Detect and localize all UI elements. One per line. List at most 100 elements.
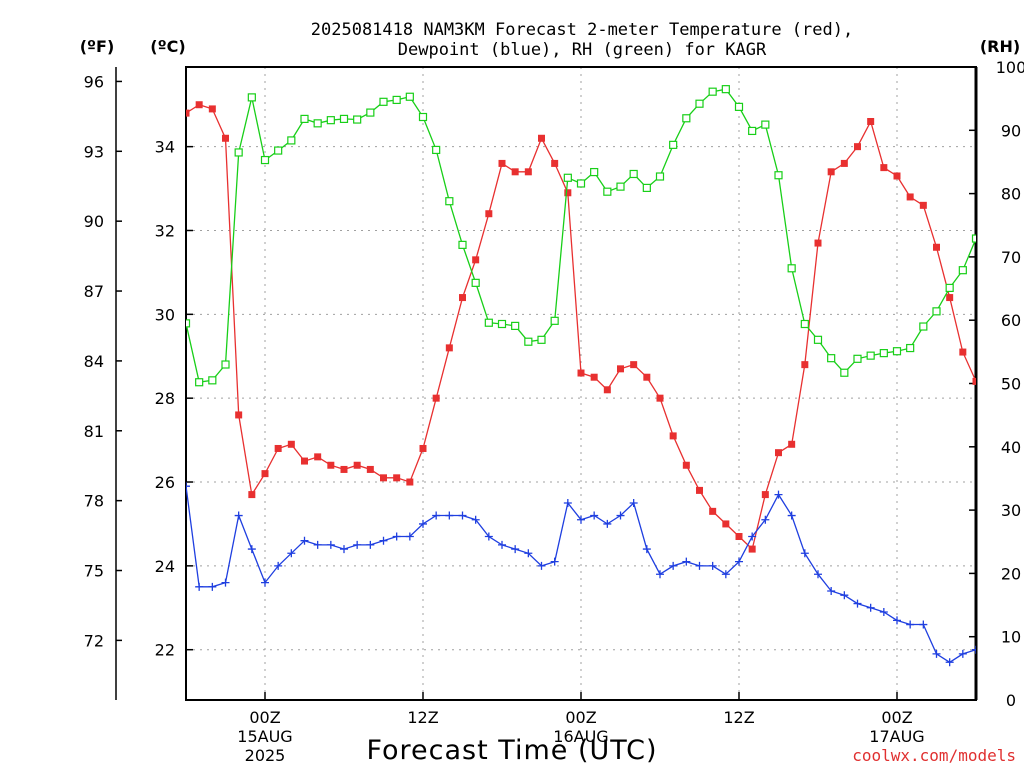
rh-point	[405, 92, 414, 101]
dewpoint-point	[748, 532, 757, 541]
rh-point	[537, 335, 546, 344]
x-axis-title: Forecast Time (UTC)	[366, 735, 657, 766]
series	[186, 85, 993, 667]
dewpoint-point	[274, 561, 283, 570]
temperature-point	[511, 168, 519, 176]
rh-point	[958, 266, 967, 275]
dewpoint-series	[186, 482, 976, 667]
rh-point	[971, 234, 976, 243]
dewpoint-point	[340, 545, 348, 554]
rh-point	[471, 278, 480, 287]
rh-point	[642, 183, 651, 193]
dewpoint-point	[300, 536, 309, 545]
dewpoint-point	[234, 511, 243, 520]
temperature-point	[186, 109, 190, 117]
rh-point	[247, 93, 256, 102]
temperature-point	[761, 491, 769, 499]
temperature-point	[919, 201, 927, 209]
rh-tick-label: 80	[1001, 185, 1021, 204]
temperature-point	[366, 465, 374, 473]
temperature-point	[880, 164, 888, 172]
rh-point	[274, 146, 283, 155]
temperature-point	[590, 373, 598, 381]
rh-point	[748, 126, 757, 136]
dewpoint-point	[458, 511, 467, 520]
dewpoint-point	[708, 561, 717, 570]
rh-point	[366, 108, 375, 117]
rh-point	[458, 240, 467, 249]
temperature-point	[235, 411, 243, 419]
rh-point	[186, 319, 191, 328]
temperature-point	[459, 294, 466, 302]
dewpoint-point	[247, 545, 256, 554]
rh-point	[326, 116, 335, 125]
fahrenheit-tick-label: 78	[84, 492, 104, 511]
dewpoint-point	[853, 599, 862, 608]
temperature-point	[696, 486, 703, 494]
temperature-point	[986, 420, 993, 427]
dewpoint-point	[498, 540, 506, 549]
fahrenheit-tick-label: 87	[84, 282, 104, 301]
rh-tick-label: 40	[1001, 438, 1021, 457]
celsius-unit-label: (ºC)	[150, 37, 185, 56]
rh-unit-label: (RH)	[980, 37, 1020, 56]
rh-point	[879, 349, 888, 358]
temperature-point	[840, 159, 848, 167]
rh-tick-label: 30	[1001, 501, 1021, 520]
temperature-point	[630, 361, 638, 369]
temperature-point	[485, 210, 493, 218]
rh-point	[774, 171, 783, 180]
dewpoint-point	[326, 540, 335, 549]
dewpoint-point	[695, 561, 704, 570]
temperature-point	[393, 474, 401, 482]
dewpoint-point	[906, 620, 915, 629]
rh-point	[339, 114, 349, 124]
temperature-point	[498, 159, 506, 167]
dewpoint-point	[445, 511, 454, 520]
rh-point	[221, 360, 230, 369]
temperature-point	[472, 256, 480, 264]
temperature-point	[893, 172, 901, 180]
dewpoint-point	[814, 570, 822, 579]
temperature-point	[814, 239, 822, 247]
rh-point	[906, 343, 915, 353]
rh-point	[497, 319, 507, 329]
celsius-tick-label: 24	[155, 557, 175, 576]
temperature-point	[564, 189, 572, 197]
fahrenheit-tick-label: 93	[84, 142, 104, 161]
credit-label: coolwx.com/models	[852, 746, 1016, 765]
dewpoint-point	[761, 515, 770, 524]
fahrenheit-tick-label: 72	[84, 631, 104, 650]
rh-point	[418, 112, 428, 122]
dewpoint-point	[893, 616, 901, 625]
dewpoint-point	[590, 511, 599, 520]
rh-point	[629, 169, 638, 179]
dewpoint-point	[656, 570, 664, 579]
dewpoint-point	[366, 540, 375, 549]
axes: 72 75 78 81 84 87 90 93 96 22 24 26 28 30 32 34 0 10 20 30 4…	[84, 58, 1024, 765]
temperature-point	[972, 377, 976, 385]
rh-point	[432, 145, 441, 155]
celsius-tick-label: 22	[155, 641, 175, 660]
rh-point	[563, 173, 572, 182]
temperature-point	[735, 533, 743, 541]
rh-point	[761, 120, 770, 129]
rh-point	[787, 264, 796, 273]
celsius-tick-label: 30	[155, 305, 175, 324]
dewpoint-point	[353, 540, 362, 549]
dewpoint-point	[537, 561, 546, 570]
dewpoint-point	[682, 557, 691, 566]
rh-tick-label: 70	[1001, 248, 1021, 267]
fahrenheit-unit-label: (ºF)	[80, 37, 115, 56]
dewpoint-point	[208, 582, 217, 591]
dewpoint-point	[642, 545, 651, 554]
rh-point	[287, 136, 296, 145]
dewpoint-point	[866, 603, 875, 612]
fahrenheit-tick-label: 90	[84, 212, 104, 231]
celsius-tick-label: 34	[155, 138, 175, 157]
dewpoint-point	[774, 490, 783, 499]
temperature-point	[682, 461, 690, 469]
dewpoint-point	[669, 561, 678, 570]
temperature-point	[827, 168, 835, 176]
dewpoint-point	[195, 582, 204, 591]
